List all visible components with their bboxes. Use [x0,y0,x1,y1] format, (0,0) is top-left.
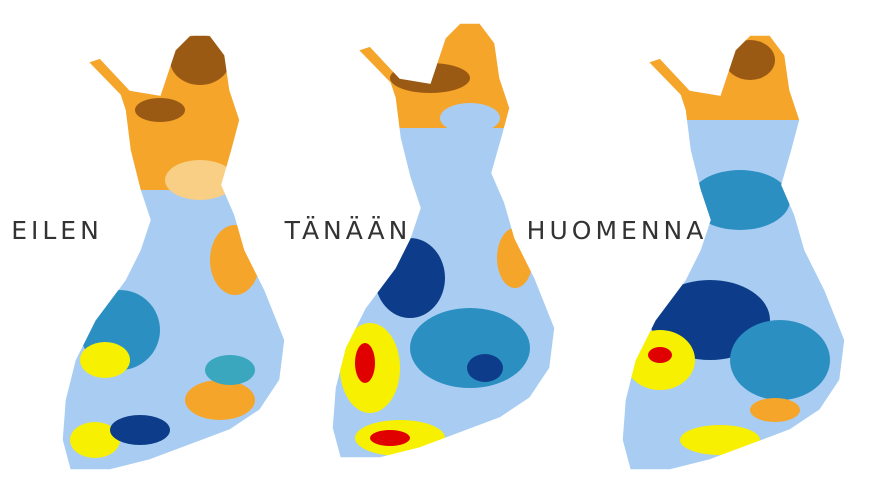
map-tomorrow: HUOMENNA [527,34,846,471]
day-label: HUOMENNA [527,216,708,245]
map-yesterday: EILEN [11,34,286,471]
day-label: EILEN [11,216,103,245]
day-label: TÄNÄÄN [284,216,412,245]
